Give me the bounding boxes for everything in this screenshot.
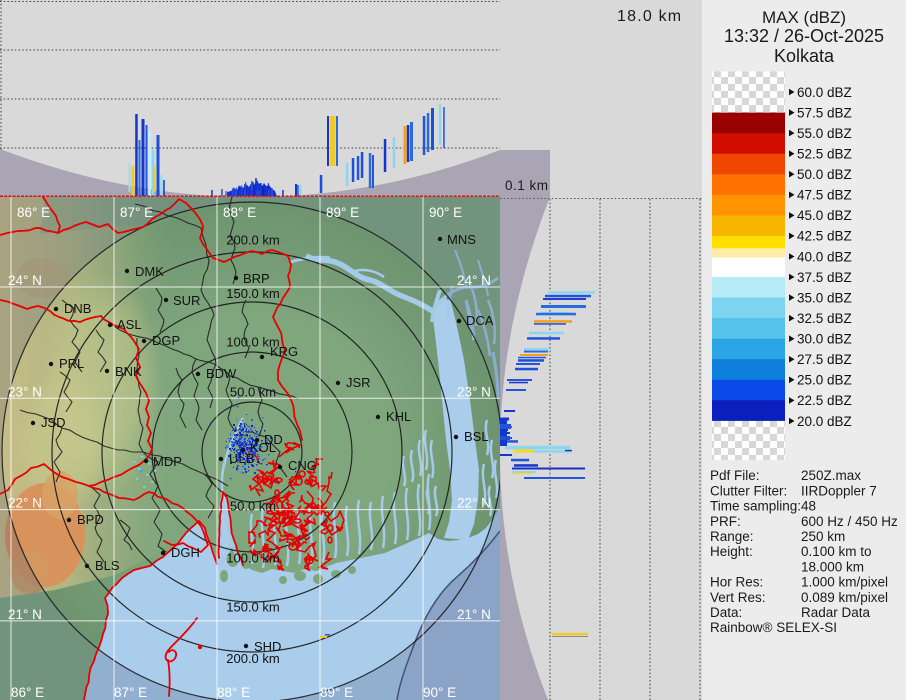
svg-text:42.5 dBZ: 42.5 dBZ	[797, 229, 852, 244]
svg-text:Range:: Range:	[710, 529, 754, 544]
svg-text:BRP: BRP	[243, 271, 270, 286]
svg-text:DMK: DMK	[135, 264, 164, 279]
svg-text:200.0 km: 200.0 km	[226, 651, 279, 666]
svg-text:22.5 dBZ: 22.5 dBZ	[797, 393, 852, 408]
svg-text:DGH: DGH	[171, 545, 200, 560]
svg-text:87° E: 87° E	[114, 685, 147, 700]
svg-text:0.1 km: 0.1 km	[505, 178, 549, 193]
svg-text:40.0 dBZ: 40.0 dBZ	[797, 249, 852, 264]
svg-text:50.0 dBZ: 50.0 dBZ	[797, 167, 852, 182]
svg-text:100.0 km: 100.0 km	[226, 551, 279, 566]
svg-text:Time sampling:48: Time sampling:48	[710, 499, 816, 514]
svg-text:DD: DD	[264, 432, 283, 447]
svg-text:PRL: PRL	[59, 356, 84, 371]
svg-text:600 Hz / 450 Hz: 600 Hz / 450 Hz	[801, 514, 898, 529]
svg-text:KHL: KHL	[386, 409, 411, 424]
svg-text:55.0 dBZ: 55.0 dBZ	[797, 126, 852, 141]
svg-text:47.5 dBZ: 47.5 dBZ	[797, 188, 852, 203]
svg-text:32.5 dBZ: 32.5 dBZ	[797, 311, 852, 326]
svg-text:27.5 dBZ: 27.5 dBZ	[797, 352, 852, 367]
svg-text:MDP: MDP	[153, 454, 182, 469]
svg-text:Radar Data: Radar Data	[801, 605, 871, 620]
svg-text:88° E: 88° E	[217, 685, 250, 700]
svg-text:60.0 dBZ: 60.0 dBZ	[797, 85, 852, 100]
svg-text:100.0 km: 100.0 km	[226, 335, 279, 350]
svg-text:0.089 km/pixel: 0.089 km/pixel	[801, 590, 888, 605]
svg-text:Hor Res:: Hor Res:	[710, 575, 763, 590]
svg-text:22° N: 22° N	[8, 496, 42, 511]
svg-text:200.0 km: 200.0 km	[226, 233, 279, 248]
svg-text:89° E: 89° E	[320, 685, 353, 700]
svg-text:Data:: Data:	[710, 605, 742, 620]
svg-text:JSR: JSR	[346, 375, 371, 390]
svg-text:25.0 dBZ: 25.0 dBZ	[797, 373, 852, 388]
svg-text:24° N: 24° N	[8, 273, 42, 288]
svg-text:SUR: SUR	[173, 293, 200, 308]
svg-text:0.100 km to: 0.100 km to	[801, 544, 872, 559]
svg-text:1.000 km/pixel: 1.000 km/pixel	[801, 575, 888, 590]
svg-text:SHD: SHD	[254, 639, 281, 654]
svg-text:90° E: 90° E	[423, 685, 456, 700]
svg-text:37.5 dBZ: 37.5 dBZ	[797, 270, 852, 285]
svg-text:50.0 km: 50.0 km	[230, 385, 276, 400]
svg-text:DNB: DNB	[64, 301, 91, 316]
svg-text:250Z.max: 250Z.max	[801, 468, 861, 483]
svg-text:150.0 km: 150.0 km	[226, 600, 279, 615]
svg-text:MNS: MNS	[447, 232, 476, 247]
svg-text:Vert Res:: Vert Res:	[710, 590, 766, 605]
svg-text:Height:: Height:	[710, 544, 753, 559]
svg-text:BSL: BSL	[464, 429, 489, 444]
svg-text:BNK: BNK	[115, 364, 142, 379]
svg-text:89° E: 89° E	[326, 205, 359, 220]
svg-text:DCA: DCA	[466, 313, 494, 328]
svg-text:PRF:: PRF:	[710, 514, 741, 529]
svg-text:21° N: 21° N	[8, 607, 42, 622]
svg-text:23° N: 23° N	[8, 384, 42, 399]
svg-text:BPD: BPD	[77, 512, 104, 527]
svg-text:150.0 km: 150.0 km	[226, 286, 279, 301]
svg-text:90° E: 90° E	[429, 205, 462, 220]
svg-text:KOL: KOL	[250, 440, 276, 455]
svg-text:IIRDoppler 7: IIRDoppler 7	[801, 483, 877, 498]
svg-text:13:32 / 26-Oct-2025: 13:32 / 26-Oct-2025	[724, 26, 884, 46]
svg-text:DGP: DGP	[152, 333, 180, 348]
svg-text:86° E: 86° E	[11, 685, 44, 700]
svg-text:35.0 dBZ: 35.0 dBZ	[797, 290, 852, 305]
svg-text:52.5 dBZ: 52.5 dBZ	[797, 147, 852, 162]
svg-text:Rainbow® SELEX-SI: Rainbow® SELEX-SI	[710, 620, 837, 635]
svg-text:30.0 dBZ: 30.0 dBZ	[797, 332, 852, 347]
svg-text:87° E: 87° E	[120, 205, 153, 220]
svg-text:JSD: JSD	[41, 415, 66, 430]
svg-text:88° E: 88° E	[223, 205, 256, 220]
svg-text:24° N: 24° N	[457, 273, 491, 288]
svg-text:MAX (dBZ): MAX (dBZ)	[762, 8, 846, 27]
svg-text:18.000 km: 18.000 km	[801, 559, 864, 574]
svg-text:BLS: BLS	[95, 558, 120, 573]
svg-text:21° N: 21° N	[457, 607, 491, 622]
svg-text:50.0 km: 50.0 km	[230, 499, 276, 514]
svg-text:KRG: KRG	[270, 344, 298, 359]
svg-text:Pdf File:: Pdf File:	[710, 468, 760, 483]
svg-text:Clutter Filter:: Clutter Filter:	[710, 483, 787, 498]
svg-text:Kolkata: Kolkata	[774, 46, 835, 66]
svg-text:ASL: ASL	[117, 317, 142, 332]
svg-text:23° N: 23° N	[457, 384, 491, 399]
svg-text:22° N: 22° N	[457, 496, 491, 511]
svg-text:CNG: CNG	[288, 458, 317, 473]
svg-text:86° E: 86° E	[17, 205, 50, 220]
svg-text:45.0 dBZ: 45.0 dBZ	[797, 208, 852, 223]
svg-text:18.0 km: 18.0 km	[617, 8, 682, 25]
svg-text:ULB: ULB	[229, 451, 254, 466]
svg-text:BDW: BDW	[206, 366, 237, 381]
svg-text:20.0 dBZ: 20.0 dBZ	[797, 414, 852, 429]
svg-text:250 km: 250 km	[801, 529, 845, 544]
svg-text:57.5 dBZ: 57.5 dBZ	[797, 105, 852, 120]
